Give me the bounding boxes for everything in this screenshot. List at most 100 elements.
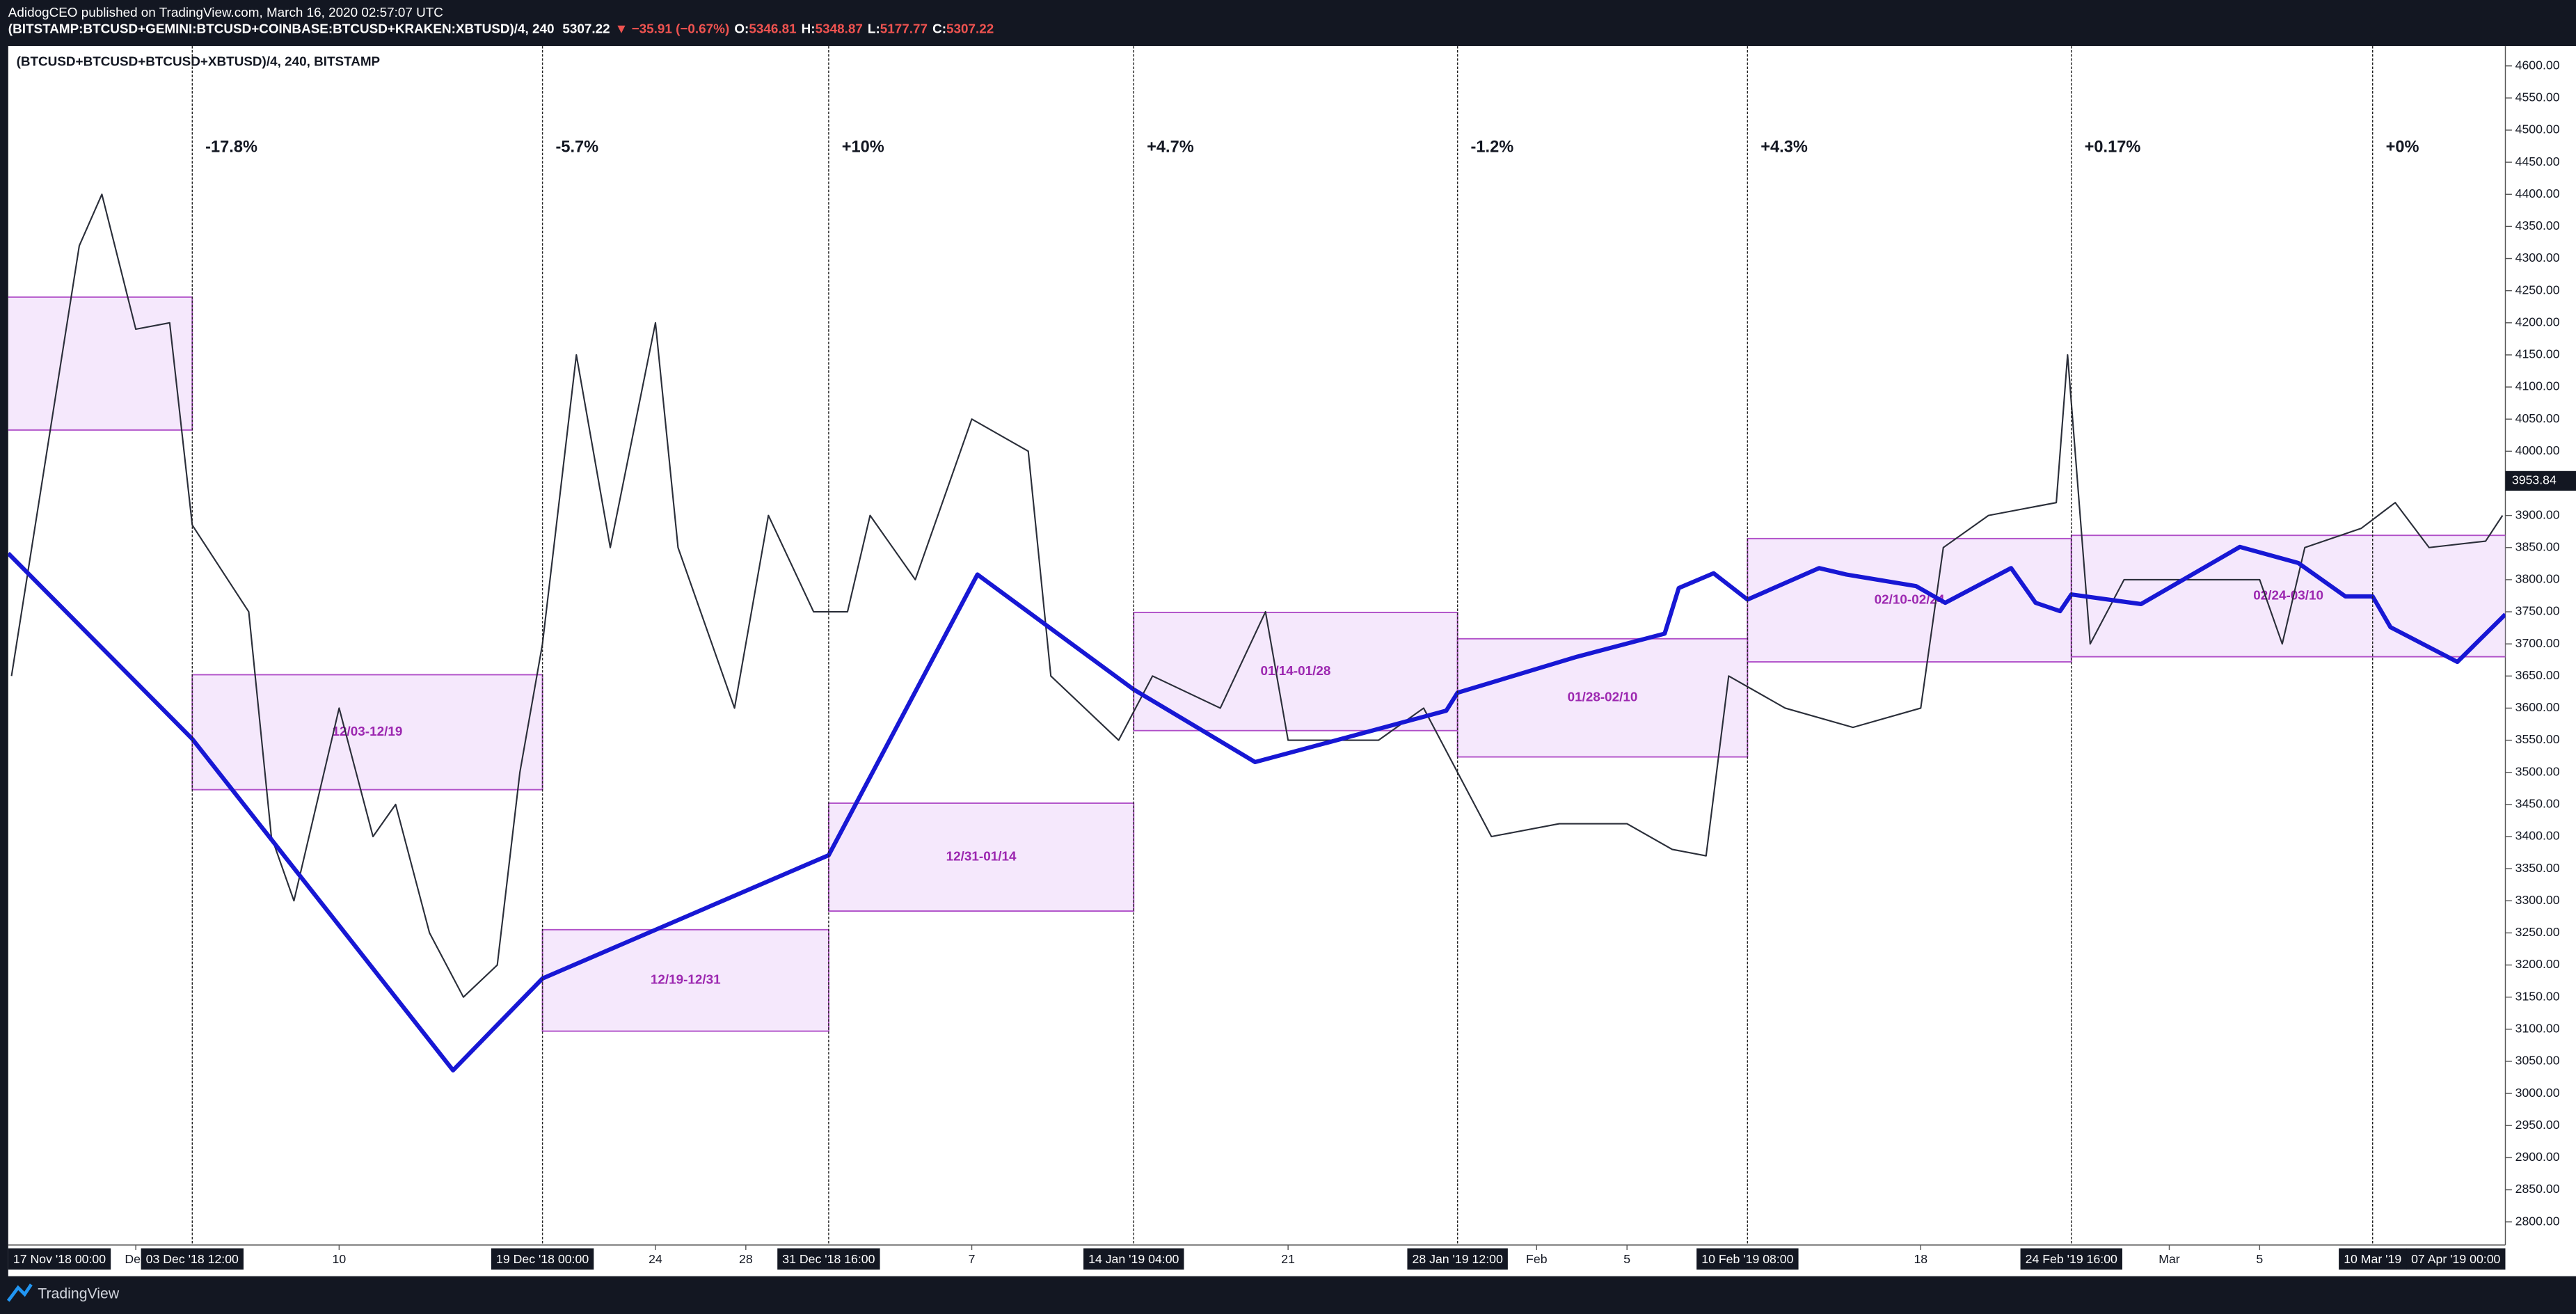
ohlc-label: O:	[734, 22, 749, 36]
y-tick-label: 4000.00	[2515, 443, 2560, 457]
y-tick-label: 2950.00	[2515, 1118, 2560, 1132]
marker-label-bg	[2406, 1248, 2506, 1270]
marker-label-bg	[2020, 1248, 2122, 1270]
marker-label: 10 Mar '19	[2344, 1252, 2401, 1266]
y-tick-label: 4200.00	[2515, 315, 2560, 328]
box-label: 01/28-02/10	[1568, 690, 1638, 705]
marker-label: 24 Feb '19 16:00	[2026, 1252, 2117, 1266]
x-tick-label: 18	[1914, 1252, 1927, 1266]
symbol: (BITSTAMP:BTCUSD+GEMINI:BTCUSD+COINBASE:…	[8, 22, 555, 36]
y-tick-label: 4500.00	[2515, 122, 2560, 136]
marker-label: 28 Jan '19 12:00	[1413, 1252, 1503, 1266]
ohlc-value: 5307.22	[946, 22, 994, 36]
y-tick-label: 3700.00	[2515, 636, 2560, 650]
change-annotation: +0%	[2386, 138, 2419, 157]
y-tick-label: 2800.00	[2515, 1214, 2560, 1228]
x-tick-label: Feb	[1526, 1252, 1548, 1266]
ohlc-value: 5346.81	[749, 22, 796, 36]
last: 5307.22	[562, 22, 610, 36]
box-label: 12/03-12/19	[333, 725, 403, 739]
marker-label: 17 Nov '18 00:00	[13, 1252, 106, 1266]
last-price-bg	[2505, 470, 2576, 491]
marker-label-bg	[2339, 1248, 2407, 1270]
marker-label: 03 Dec '18 12:00	[146, 1252, 239, 1266]
footer-brand: TradingView	[38, 1285, 120, 1301]
box-label: 02/24-03/10	[2253, 588, 2323, 603]
change: ▼ −35.91 (−0.67%)	[615, 22, 730, 36]
range-box	[1747, 537, 2072, 663]
marker-label-bg	[8, 1248, 111, 1270]
change-annotation: -5.7%	[555, 138, 598, 157]
y-tick-label: 3450.00	[2515, 797, 2560, 811]
marker-label-bg	[1696, 1248, 1799, 1270]
y-tick-label: 4100.00	[2515, 379, 2560, 393]
plot-area	[8, 46, 2576, 1276]
trend-line	[8, 544, 2506, 1072]
y-tick-label: 4300.00	[2515, 251, 2560, 264]
marker-label: 07 Apr '19 00:00	[2411, 1252, 2500, 1266]
marker-label: 31 Dec '18 16:00	[782, 1252, 875, 1266]
y-tick-label: 2850.00	[2515, 1182, 2560, 1196]
box-label: 12/31-01/14	[946, 850, 1017, 864]
x-tick-label: 7	[969, 1252, 976, 1266]
y-tick-label: 4400.00	[2515, 187, 2560, 200]
y-tick-label: 3300.00	[2515, 893, 2560, 907]
y-tick-label: 4450.00	[2515, 155, 2560, 168]
y-tick-label: 3100.00	[2515, 1022, 2560, 1036]
range-box	[8, 296, 193, 431]
ohlc-label: H:	[802, 22, 816, 36]
y-tick-label: 3600.00	[2515, 700, 2560, 714]
marker-label-bg	[141, 1248, 244, 1270]
logo	[6, 1283, 33, 1302]
marker-label-bg	[491, 1248, 594, 1270]
y-tick-label: 3650.00	[2515, 668, 2560, 682]
y-tick-label: 3350.00	[2515, 861, 2560, 875]
box-label: 12/19-12/31	[651, 973, 721, 988]
last-price-label: 3953.84	[2512, 473, 2557, 487]
y-tick-label: 3200.00	[2515, 957, 2560, 971]
x-tick-label: 28	[739, 1252, 753, 1266]
y-tick-label: 3050.00	[2515, 1054, 2560, 1068]
range-box	[1133, 612, 1458, 731]
legend: (BTCUSD+BTCUSD+BTCUSD+XBTUSD)/4, 240, BI…	[17, 55, 381, 70]
y-tick-label: 2900.00	[2515, 1150, 2560, 1164]
marker-label-bg	[1407, 1248, 1508, 1270]
range-box	[191, 674, 543, 791]
box-label: 02/10-02/24	[1875, 592, 1945, 607]
y-tick-label: 3400.00	[2515, 829, 2560, 843]
x-tick-label: 21	[1281, 1252, 1295, 1266]
y-tick-label: 3550.00	[2515, 732, 2560, 746]
y-tick-label: 4350.00	[2515, 219, 2560, 232]
change-annotation: +0.17%	[2085, 138, 2141, 157]
y-tick-label: 3500.00	[2515, 764, 2560, 778]
marker-label: 10 Feb '19 08:00	[1701, 1252, 1793, 1266]
x-tick-label: 24	[649, 1252, 662, 1266]
range-box	[2070, 535, 2506, 658]
y-tick-label: 3000.00	[2515, 1086, 2560, 1100]
marker-label: 14 Jan '19 04:00	[1088, 1252, 1179, 1266]
ohlc-value: 5348.87	[816, 22, 863, 36]
range-box	[1456, 638, 1749, 758]
y-tick-label: 3150.00	[2515, 989, 2560, 1003]
y-tick-label: 4150.00	[2515, 347, 2560, 361]
plot-layer: 12/03-12/19 12/19-12/31 12/31-01/14 01/14-0…	[8, 193, 2506, 1072]
x-tick-label: 5	[2256, 1252, 2263, 1266]
marker-label: 19 Dec '18 00:00	[496, 1252, 589, 1266]
y-tick-label: 3750.00	[2515, 604, 2560, 618]
ohlc-label: L:	[868, 22, 880, 36]
x-tick-label: Mar	[2158, 1252, 2180, 1266]
change-annotation: +4.3%	[1760, 138, 1808, 157]
y-tick-label: 3900.00	[2515, 507, 2560, 521]
ohlc-value: 5177.77	[880, 22, 928, 36]
y-tick-label: 4600.00	[2515, 58, 2560, 72]
symbol-line: (BITSTAMP:BTCUSD+GEMINI:BTCUSD+COINBASE:…	[8, 22, 994, 36]
marker-label-bg	[777, 1248, 880, 1270]
change-annotation: +10%	[842, 138, 884, 157]
y-tick-label: 4050.00	[2515, 411, 2560, 425]
change-annotation: -1.2%	[1471, 138, 1514, 157]
y-tick-label: 4250.00	[2515, 283, 2560, 296]
publisher: AdidogCEO published on TradingView.com, …	[8, 6, 443, 20]
x-tick-label: 10	[333, 1252, 347, 1266]
